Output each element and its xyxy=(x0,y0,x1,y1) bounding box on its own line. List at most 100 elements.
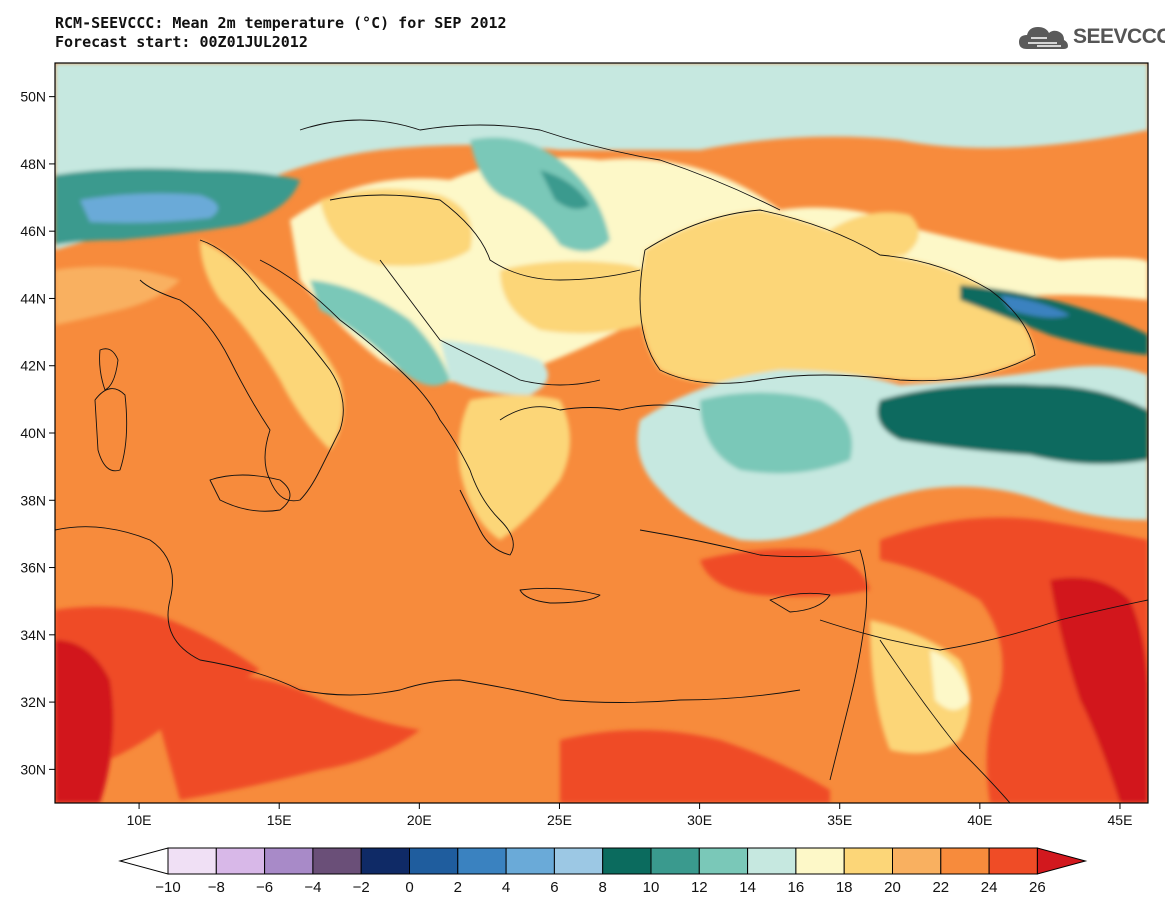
field-zone-libya-hot xyxy=(150,675,420,800)
coast-adriatic-east xyxy=(259,259,471,471)
colorbar-label: 6 xyxy=(550,879,558,896)
colorbar-swatch xyxy=(602,847,652,875)
colorbar-label: 24 xyxy=(981,879,998,896)
colorbar-swatch xyxy=(553,847,604,875)
border-central-europe xyxy=(299,119,781,211)
colorbar-swatch xyxy=(457,847,507,875)
colorbar-swatch xyxy=(312,847,362,875)
colorbar-label: 10 xyxy=(643,879,660,896)
lat-tick-label: 42N xyxy=(20,358,46,374)
title-block: RCM-SEEVCCC: Mean 2m temperature (°C) fo… xyxy=(55,14,507,52)
colorbar-swatch xyxy=(940,847,990,875)
coastlines-and-borders xyxy=(55,119,1148,803)
colorbar-label: −6 xyxy=(256,879,273,896)
lon-tick-label: 15E xyxy=(267,812,292,828)
lat-tick-label: 46N xyxy=(20,223,46,239)
field-zone-egypt-hot xyxy=(560,730,830,803)
lon-tick-label: 35E xyxy=(827,812,852,828)
colorbar-over-triangle xyxy=(1036,847,1088,875)
coast-sicily xyxy=(209,474,291,512)
border-balkans xyxy=(379,259,601,386)
map-title: RCM-SEEVCCC: Mean 2m temperature (°C) fo… xyxy=(55,14,507,32)
field-zone-apennines xyxy=(200,240,344,450)
field-zone-anatolia-central xyxy=(700,392,852,474)
lon-tick-label: 40E xyxy=(967,812,992,828)
forecast-start: Forecast start: 00Z01JUL2012 xyxy=(55,33,308,51)
lon-tick-label: 20E xyxy=(407,812,432,828)
field-zone-hungary xyxy=(320,188,472,266)
colorbar-swatch xyxy=(698,847,749,875)
colorbar-swatch xyxy=(360,847,411,875)
coast-italy xyxy=(139,239,344,502)
colorbar-swatch xyxy=(167,847,217,875)
lon-tick-label: 30E xyxy=(687,812,712,828)
lon-tick-label: 10E xyxy=(127,812,152,828)
field-zone-ligurian xyxy=(55,266,180,325)
colorbar-swatch xyxy=(843,847,894,875)
colorbar-label: 22 xyxy=(932,879,949,896)
field-zone-eastern-anatolia xyxy=(877,384,1148,464)
field-zone-alps-cold xyxy=(80,193,218,223)
colorbar: −10 −8 −6 −4 −2 0 2 4 6 8 10 12 14 16 18 20 22 24 26 xyxy=(118,847,1088,896)
colorbar-label: 8 xyxy=(599,879,607,896)
field-zone-levant-sea-hot xyxy=(700,548,870,597)
cloud-logo-icon xyxy=(1019,27,1068,49)
coast-north-africa xyxy=(55,526,801,703)
colorbar-label: 4 xyxy=(502,879,510,896)
border-jordan-saudi xyxy=(879,639,1011,803)
lat-tick-label: 50N xyxy=(20,89,46,105)
field-zone-levant-highlands xyxy=(870,620,970,754)
coast-crete xyxy=(519,587,601,604)
lon-tick-label: 25E xyxy=(547,812,572,828)
field-zone-algeria-hottest xyxy=(55,640,114,803)
border-syria-iraq xyxy=(819,599,1148,651)
colorbar-swatch xyxy=(215,847,266,875)
field-zone-north-cool xyxy=(55,63,1148,250)
coast-north-aegean xyxy=(499,404,701,421)
logo-text: SEEVCCC xyxy=(1073,25,1165,48)
lat-tick-label: 38N xyxy=(20,492,46,508)
colorbar-label: 16 xyxy=(788,879,805,896)
colorbar-swatch xyxy=(795,847,845,875)
colorbar-label: −8 xyxy=(208,879,225,896)
colorbar-swatch xyxy=(892,847,942,875)
lat-tick-label: 44N xyxy=(20,290,46,306)
colorbar-swatch xyxy=(747,847,797,875)
colorbar-swatch xyxy=(505,847,555,875)
colorbar-label: 0 xyxy=(405,879,413,896)
lat-tick-label: 30N xyxy=(20,761,46,777)
field-zone-carpathians-core xyxy=(540,170,590,209)
coast-peloponnese xyxy=(459,469,514,556)
lat-tick-label: 32N xyxy=(20,694,46,710)
field-zone-carpathians xyxy=(470,137,610,252)
field-zone-mesopotamia-hottest xyxy=(1050,577,1148,803)
field-zone-caucasus-cold xyxy=(1000,295,1070,318)
colorbar-label: −2 xyxy=(353,879,370,896)
lat-tick-label: 36N xyxy=(20,560,46,576)
colorbar-swatch xyxy=(650,847,700,875)
colorbar-label: −10 xyxy=(155,879,180,896)
coast-corsica xyxy=(99,348,119,391)
latitude-axis: 30N 32N 34N 36N 38N 40N 42N 44N 46N 48N 50N xyxy=(20,89,55,777)
colorbar-swatch xyxy=(264,847,314,875)
coast-south-turkey-levant xyxy=(639,529,868,781)
field-zone-azov xyxy=(830,212,919,257)
colorbar-swatch xyxy=(988,847,1038,875)
coast-sardinia xyxy=(94,388,128,472)
field-zone-black-sea xyxy=(640,210,1035,384)
coast-black-sea xyxy=(639,209,1036,384)
colorbar-label: 12 xyxy=(691,879,708,896)
field-zone-dinarides xyxy=(310,280,450,386)
lat-tick-label: 40N xyxy=(20,425,46,441)
lat-tick-label: 34N xyxy=(20,627,46,643)
colorbar-under-triangle xyxy=(118,847,169,875)
colorbar-swatch xyxy=(409,847,459,875)
lon-tick-label: 45E xyxy=(1108,812,1133,828)
colorbar-label: 26 xyxy=(1029,879,1046,896)
field-zone-levant-cool xyxy=(930,650,970,710)
border-danube-basin xyxy=(329,194,641,281)
colorbar-label: 18 xyxy=(836,879,853,896)
coast-cyprus xyxy=(769,592,831,613)
temperature-field xyxy=(55,63,1148,803)
